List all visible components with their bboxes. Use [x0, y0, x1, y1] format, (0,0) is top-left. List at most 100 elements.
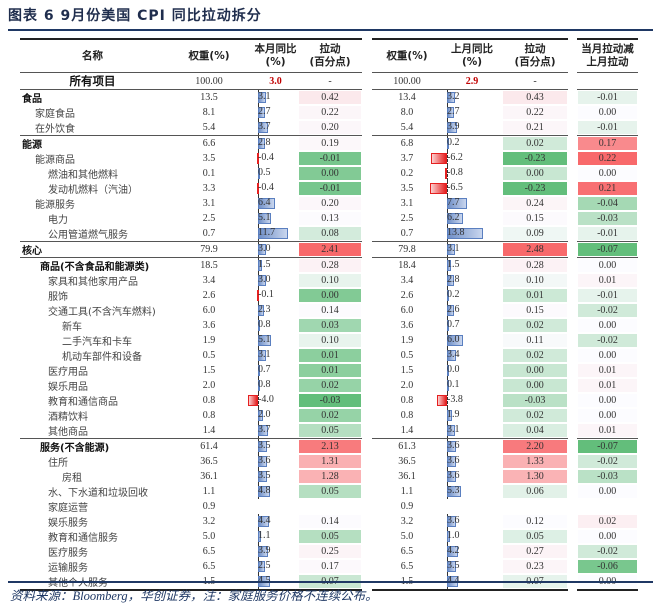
contrib-prev-value	[503, 500, 567, 514]
yoy-bar-negative	[247, 395, 258, 406]
row-name: 娱乐用品	[48, 382, 88, 393]
contrib-current-value: 0.00	[299, 288, 361, 303]
yoy-value: -6.2	[447, 152, 463, 163]
contrib-prev-value: 0.09	[503, 226, 567, 241]
table-row: 商品(不含食品和能源类) 18.5 1.5 0.28 18.4 1.5 0.28 0.00	[20, 257, 638, 274]
yoy-bar-positive	[258, 561, 265, 572]
yoy-current: 0.5	[253, 166, 298, 181]
contrib-current: 0.01	[298, 363, 362, 378]
yoy-value: 0.2	[447, 289, 460, 300]
row-name: 电力	[48, 215, 68, 226]
contrib-diff: 0.02	[577, 514, 638, 529]
yoy-bar-positive	[447, 213, 464, 224]
yoy-value: 3.4	[447, 349, 460, 360]
yoy-value: 3.6	[258, 455, 271, 466]
yoy-bar-positive	[258, 122, 268, 133]
contrib-current: 0.02	[298, 408, 362, 423]
contrib-diff	[577, 499, 638, 514]
contrib-current	[298, 499, 362, 514]
yoy-bar-negative	[256, 153, 259, 164]
yoy-bar-positive	[258, 471, 268, 482]
header-name: 名称	[20, 38, 165, 73]
yoy-value: 2.5	[258, 560, 271, 571]
weight-current: 2.5	[202, 213, 216, 224]
contrib-diff: -0.01	[577, 90, 638, 106]
yoy-value: 3.0	[258, 243, 271, 254]
yoy-current: 11.7	[253, 226, 298, 242]
contrib-prev-value: 0.28	[503, 258, 567, 273]
contrib-prev-value: 0.00	[503, 378, 567, 393]
table-row: 二手汽车和卡车 1.9 5.1 0.10 1.9 6.0 0.11 -0.02	[20, 333, 638, 348]
zero-axis	[447, 393, 448, 408]
yoy-current: 3.7	[253, 423, 298, 439]
contrib-prev-value: -0.03	[503, 393, 567, 408]
contrib-prev-value: 0.21	[503, 120, 567, 135]
yoy-bar-positive	[258, 228, 289, 239]
contrib-diff-value: -0.07	[578, 439, 637, 454]
contrib-prev: 0.12	[502, 514, 568, 529]
table-row: 机动车部件和设备 0.5 3.1 0.01 0.5 3.4 0.02 0.00	[20, 348, 638, 363]
table-row: 核心 79.9 3.0 2.41 79.8 3.1 2.48 -0.07	[20, 241, 638, 258]
table-row: 教育和通信服务 5.0 1.1 0.05 5.0 1.0 0.05 0.00	[20, 529, 638, 544]
contrib-diff-value: 0.01	[578, 363, 637, 378]
yoy-value: -0.4	[258, 152, 274, 163]
contrib-diff: -0.03	[577, 469, 638, 484]
yoy-bar-positive	[447, 122, 458, 133]
table-row: 教育和通信商品 0.8 -4.0 -0.03 0.8 -3.8 -0.03 0.00	[20, 393, 638, 408]
contrib-diff-value: 0.21	[578, 181, 637, 196]
contrib-current: 0.28	[298, 258, 362, 274]
weight-current: 2.6	[202, 290, 216, 301]
yoy-current: 0.8	[253, 378, 298, 393]
yoy-bar-positive	[258, 425, 268, 436]
yoy-bar-positive	[258, 350, 267, 361]
yoy-value: 2.8	[258, 137, 271, 148]
contrib-current-value: 0.02	[299, 378, 361, 393]
contrib-current-value: 0.20	[299, 196, 361, 211]
table-row: 酒精饮料 0.8 2.0 0.02 0.8 1.9 0.02 0.00	[20, 408, 638, 423]
yoy-bar-positive	[447, 244, 456, 255]
yoy-bar-positive	[258, 531, 261, 542]
contrib-prev: 0.24	[502, 196, 568, 211]
yoy-bar-positive	[447, 486, 461, 497]
contrib-current-value: 0.19	[299, 136, 361, 151]
weight-prev: 18.4	[398, 260, 416, 271]
contrib-prev-value: 0.00	[503, 363, 567, 378]
weight-prev: 5.0	[400, 531, 414, 542]
contrib-diff: -0.04	[577, 196, 638, 211]
yoy-value: 1.1	[258, 530, 271, 541]
table-row: 能源服务 3.1 6.4 0.20 3.1 7.7 0.24 -0.04	[20, 196, 638, 211]
contrib-current-value: 0.05	[299, 423, 361, 438]
contrib-prev: -0.23	[502, 181, 568, 196]
contrib-diff-value: -0.02	[578, 454, 637, 469]
yoy-current: 3.0	[253, 241, 298, 258]
contrib-current: 0.03	[298, 318, 362, 333]
contrib-current: 0.00	[298, 288, 362, 303]
yoy-value: 3.1	[447, 243, 460, 254]
yoy-prev: 0.2	[442, 288, 502, 303]
row-name: 公用管道燃气服务	[20, 226, 165, 242]
yoy-value: -3.8	[447, 394, 463, 405]
contrib-diff-value: 0.00	[578, 318, 637, 333]
yoy-value: 1.9	[447, 409, 460, 420]
contrib-current-value: 0.25	[299, 544, 361, 559]
weight-current: 6.0	[202, 305, 216, 316]
weight-prev: 3.4	[400, 275, 414, 286]
yoy-current: 3.9	[253, 544, 298, 559]
contrib-current: 0.14	[298, 514, 362, 529]
header-contrib-prev: 拉动 (百分点)	[502, 38, 568, 73]
contrib-prev: 1.30	[502, 469, 568, 484]
yoy-bar-positive	[447, 561, 457, 572]
table-row: 水、下水道和垃圾回收 1.1 4.8 0.05 1.1 5.3 0.06 0.00	[20, 484, 638, 499]
row-name: 教育和通信服务	[48, 533, 118, 544]
yoy-value: 3.5	[258, 470, 271, 481]
row-name: 家庭食品	[35, 109, 75, 120]
weight-current: 18.5	[200, 260, 218, 271]
yoy-prev: 3.9	[442, 120, 502, 136]
yoy-current: 2.5	[253, 559, 298, 574]
yoy-prev: -6.2	[430, 151, 502, 166]
row-name: 医疗服务	[48, 548, 88, 559]
yoy-value: 4.4	[258, 515, 271, 526]
zero-axis	[258, 393, 259, 408]
weight-current: 6.5	[202, 561, 216, 572]
yoy-bar-negative	[430, 153, 447, 164]
